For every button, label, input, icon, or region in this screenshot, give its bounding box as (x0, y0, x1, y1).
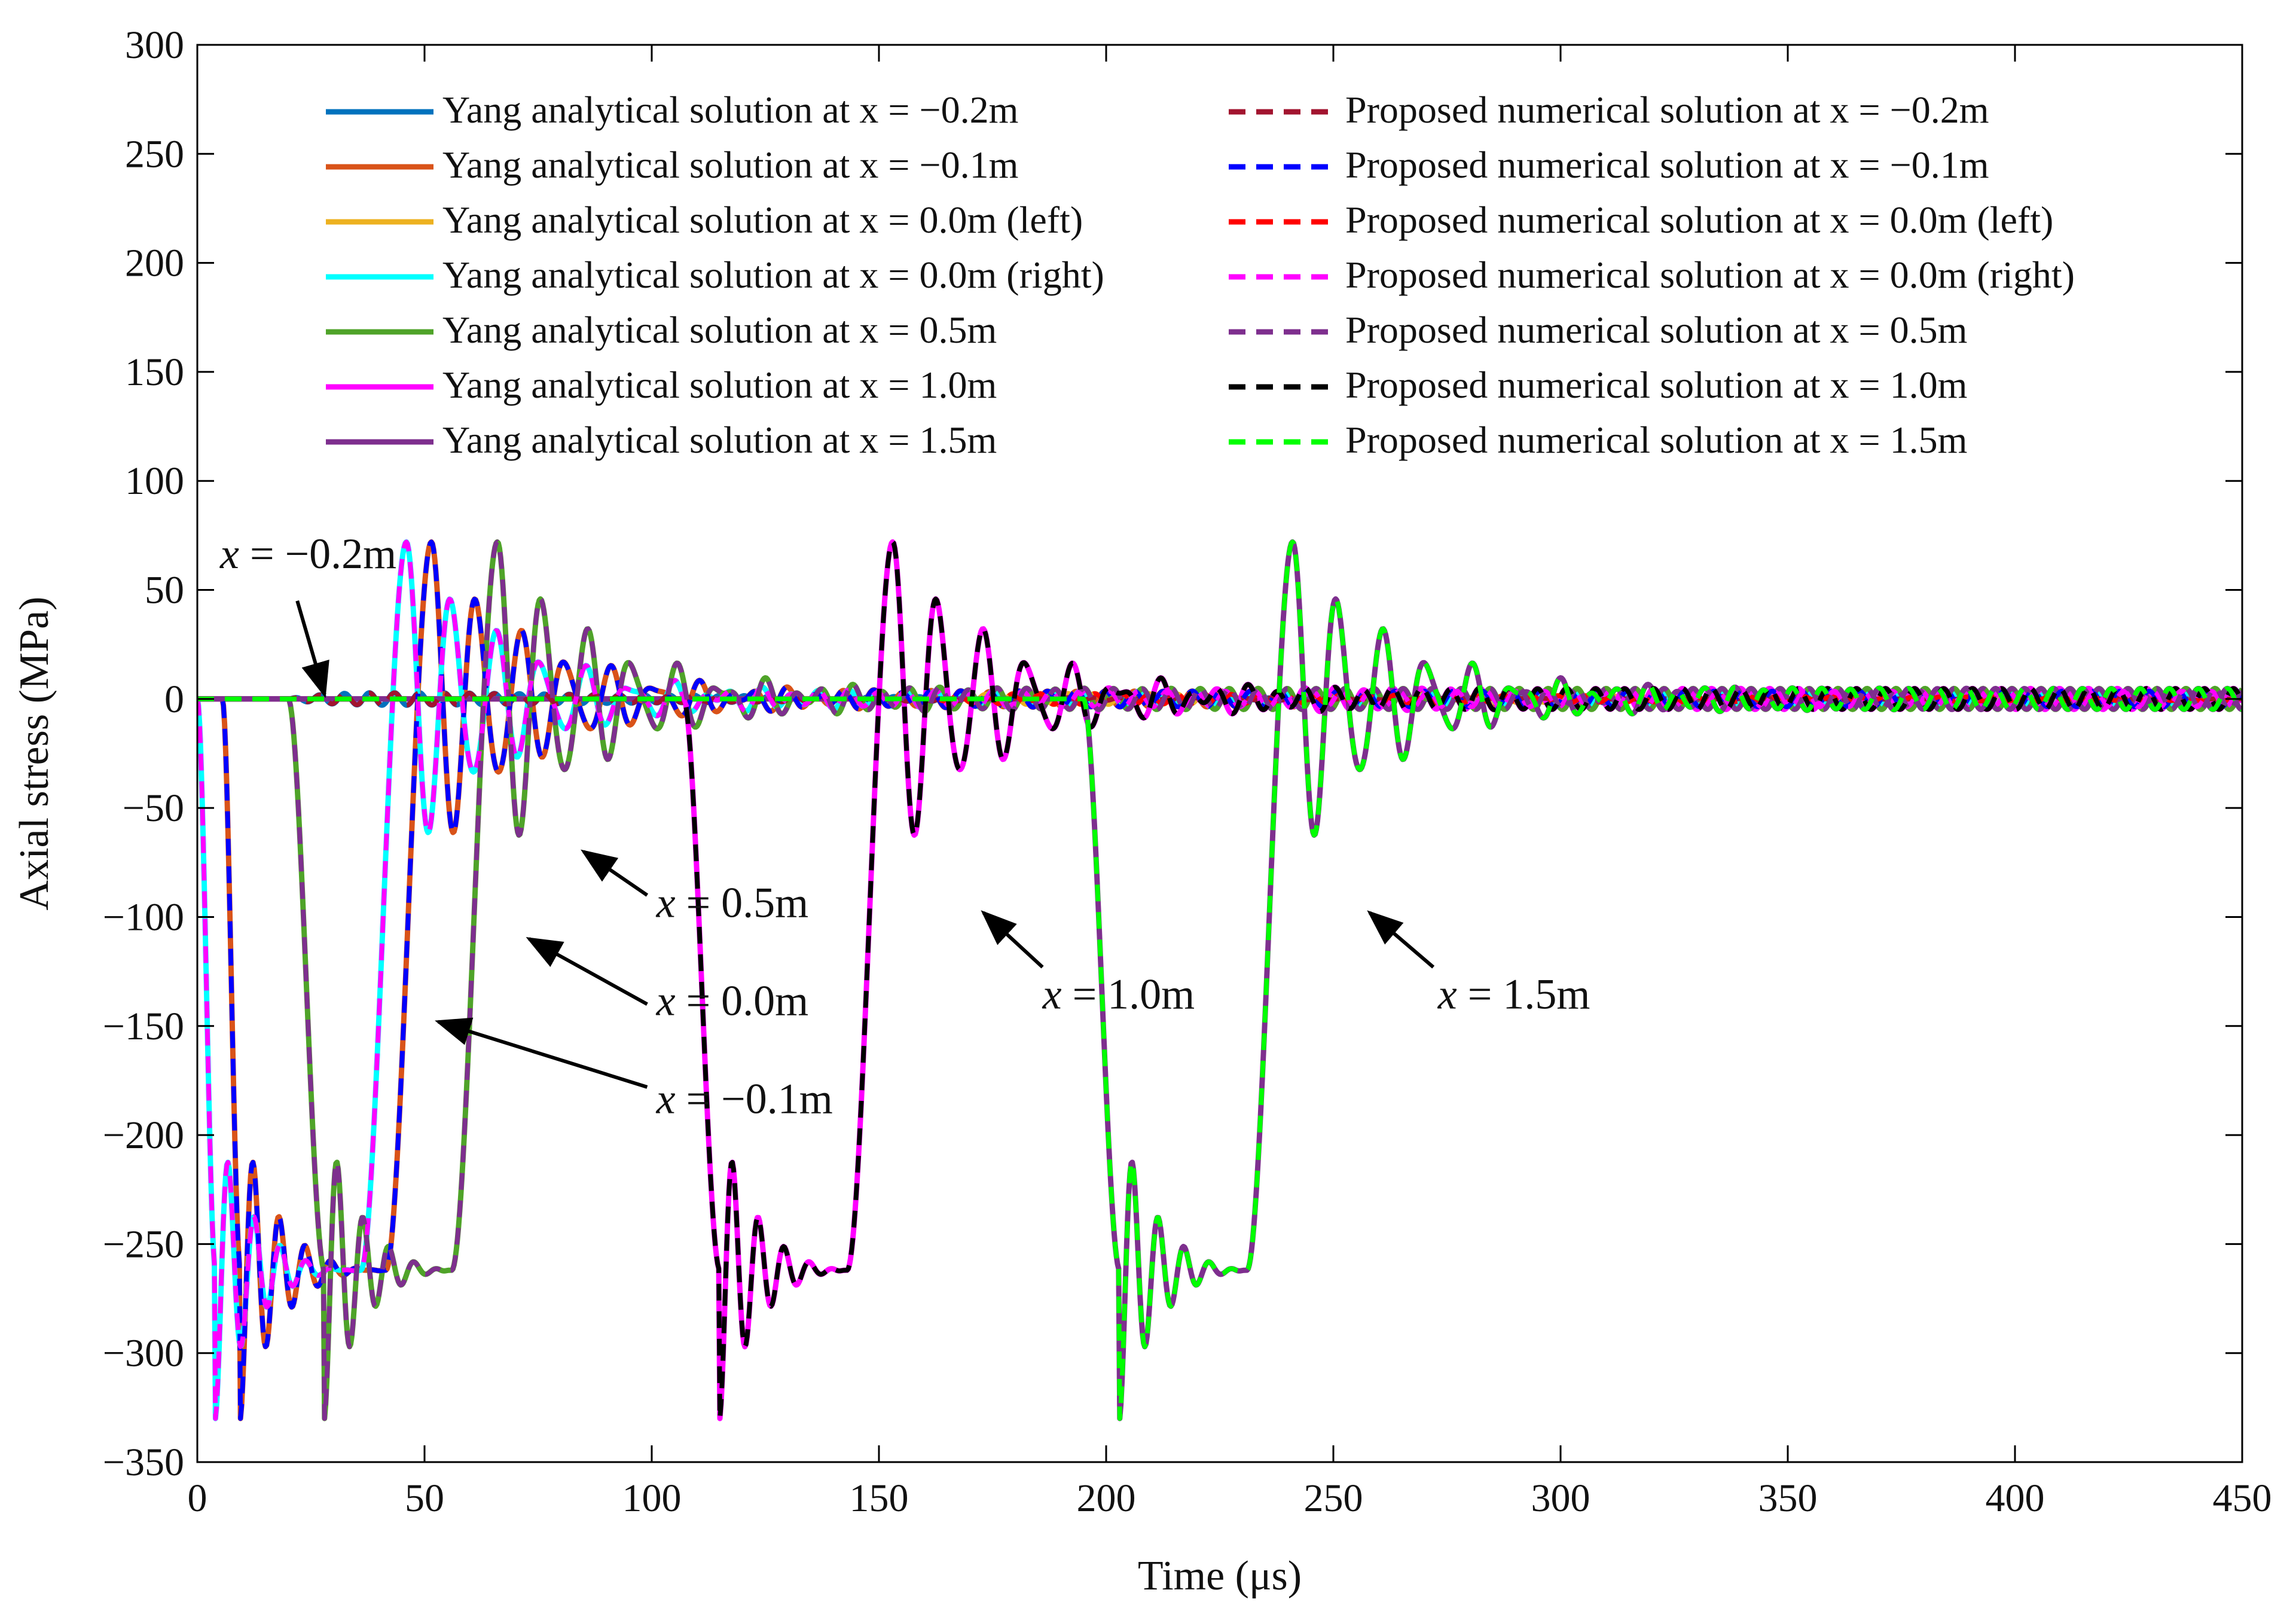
annotation-label: x = −0.1m (656, 1075, 833, 1123)
legend-label: Proposed numerical solution at x = −0.1m (1345, 144, 1989, 186)
y-tick-label: −250 (103, 1222, 184, 1266)
annotation-value: = −0.1m (676, 1075, 833, 1123)
y-tick-label: 200 (125, 242, 184, 285)
annotation-value: = 0.0m (676, 977, 809, 1025)
annotation-arrow (981, 910, 1044, 969)
annotation-arrow (526, 937, 648, 1006)
annotation-value: = 0.5m (676, 878, 809, 926)
x-axis-title: Time (μs) (1138, 1553, 1302, 1599)
legend: Yang analytical solution at x = −0.2m Yan… (326, 89, 2075, 461)
annotation-arrow (435, 1017, 648, 1089)
y-tick-label: −350 (103, 1441, 184, 1484)
legend-label: Proposed numerical solution at x = 0.5m (1345, 309, 1967, 351)
annotation-label: x = −0.2m (219, 530, 396, 578)
legend-label: Yang analytical solution at x = −0.2m (442, 89, 1018, 131)
annotation-label: x = 1.5m (1437, 971, 1590, 1018)
x-tick-label: 0 (188, 1476, 207, 1520)
axis-ticks: 0 50 100 150 200 250 300 350 400 450 300 250 200 150 1… (103, 23, 2272, 1520)
legend-label: Yang analytical solution at x = 0.0m (le… (442, 199, 1083, 241)
x-tick-label: 150 (850, 1476, 909, 1520)
annotation-variable: x (656, 878, 676, 926)
y-tick-label: −300 (103, 1332, 184, 1375)
x-tick-label: 100 (622, 1476, 682, 1520)
annotation-arrow (295, 600, 329, 698)
series-layer (197, 539, 2242, 1421)
legend-label: Yang analytical solution at x = 0.5m (442, 309, 997, 351)
x-tick-label: 200 (1077, 1476, 1136, 1520)
y-tick-label: 250 (125, 132, 184, 176)
plot-frame (196, 44, 2243, 1463)
y-axis-title: Axial stress (MPa) (11, 597, 57, 911)
legend-label: Proposed numerical solution at x = −0.2m (1345, 89, 1989, 131)
annotation-label: x = 1.0m (1042, 971, 1195, 1018)
legend-label: Proposed numerical solution at x = 1.0m (1345, 364, 1967, 406)
annotations: x = −0.2mx = 0.5mx = 0.0mx = −0.1mx = 1.… (219, 530, 1590, 1123)
annotation-variable: x (656, 1075, 676, 1123)
y-tick-label: 100 (125, 459, 184, 503)
legend-label: Proposed numerical solution at x = 1.5m (1345, 419, 1967, 461)
annotation-variable: x (656, 977, 676, 1025)
legend-label: Yang analytical solution at x = 1.5m (442, 419, 997, 461)
x-tick-label: 450 (2213, 1476, 2272, 1520)
legend-label: Proposed numerical solution at x = 0.0m … (1345, 199, 2053, 241)
y-tick-label: −50 (123, 786, 184, 830)
y-tick-label: −100 (103, 895, 184, 939)
x-tick-label: 250 (1304, 1476, 1363, 1520)
legend-label: Yang analytical solution at x = 0.0m (ri… (442, 254, 1104, 296)
series-line-11 (197, 539, 2242, 1421)
annotation-arrow (1367, 910, 1435, 969)
annotation-value: = 1.5m (1457, 971, 1590, 1018)
y-tick-label: 50 (145, 569, 184, 612)
series-line-14 (197, 539, 2242, 1421)
annotation-variable: x (219, 530, 239, 578)
y-tick-label: −200 (103, 1113, 184, 1157)
x-tick-label: 300 (1531, 1476, 1590, 1520)
annotation-label: x = 0.0m (656, 977, 809, 1025)
y-tick-label: 0 (164, 678, 184, 721)
legend-label: Yang analytical solution at x = 1.0m (442, 364, 997, 406)
x-tick-label: 50 (405, 1476, 444, 1520)
annotation-value: = 1.0m (1062, 971, 1195, 1018)
annotation-variable: x (1437, 971, 1457, 1018)
y-tick-label: −150 (103, 1005, 184, 1048)
annotation-arrow (581, 849, 649, 897)
legend-label: Proposed numerical solution at x = 0.0m … (1345, 254, 2075, 296)
annotation-variable: x (1042, 971, 1062, 1018)
annotation-value: = −0.2m (239, 530, 396, 578)
x-tick-label: 400 (1986, 1476, 2045, 1520)
y-tick-label: 150 (125, 350, 184, 394)
series-line-12 (197, 539, 2242, 1421)
y-tick-label: 300 (125, 23, 184, 67)
x-tick-label: 350 (1758, 1476, 1818, 1520)
legend-label: Yang analytical solution at x = −0.1m (442, 144, 1018, 186)
annotation-label: x = 0.5m (656, 878, 809, 926)
